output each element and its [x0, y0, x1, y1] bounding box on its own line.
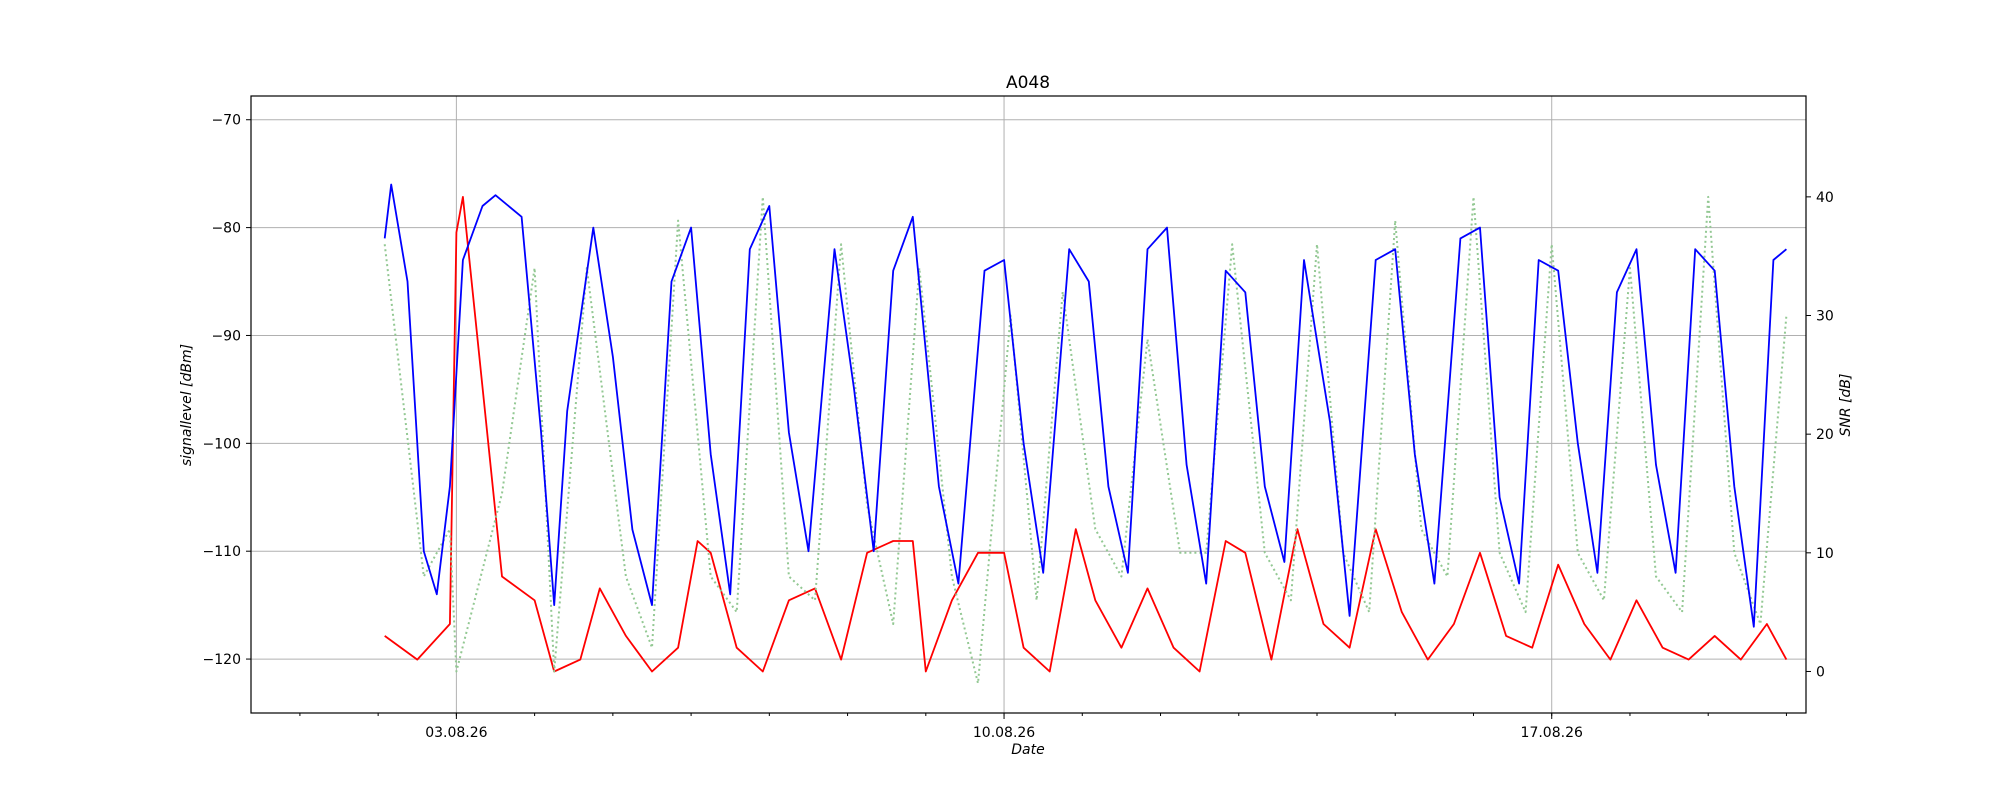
series-line-2 [384, 195, 1788, 673]
y-tick-label: −90 [211, 328, 241, 344]
plot-frame [250, 95, 1807, 714]
x-tick-label: 10.08.26 [973, 725, 1035, 741]
y-tick-label: −100 [203, 436, 241, 452]
y2-tick-label: 40 [1816, 190, 1834, 206]
y-tick-label: −80 [211, 221, 241, 237]
y-axis-label: signallevel [dBm] [179, 344, 195, 466]
y2-tick-label: 0 [1816, 664, 1825, 680]
x-tick-label: 03.08.26 [425, 725, 487, 741]
axis-layer: −120 −110 −100 −90 −80 −70 03.08.26 10.08.26 17.… [203, 113, 1834, 741]
y-tick-label: −120 [203, 652, 241, 668]
y2-tick-label: 20 [1816, 427, 1834, 443]
y2-axis-label: SNR [dB] [1838, 374, 1854, 437]
series-line-3 [383, 195, 1788, 685]
y2-tick-label: 10 [1816, 546, 1834, 562]
series-layer [383, 183, 1788, 685]
y2-tick-label: 30 [1816, 309, 1834, 325]
y-tick-label: −70 [211, 113, 241, 129]
x-axis-label: Date [1011, 742, 1044, 758]
x-tick-label: 17.08.26 [1521, 725, 1583, 741]
chart-title: A048 [1006, 73, 1050, 93]
series-line-1 [383, 183, 1787, 628]
y-tick-label: −110 [203, 544, 241, 560]
